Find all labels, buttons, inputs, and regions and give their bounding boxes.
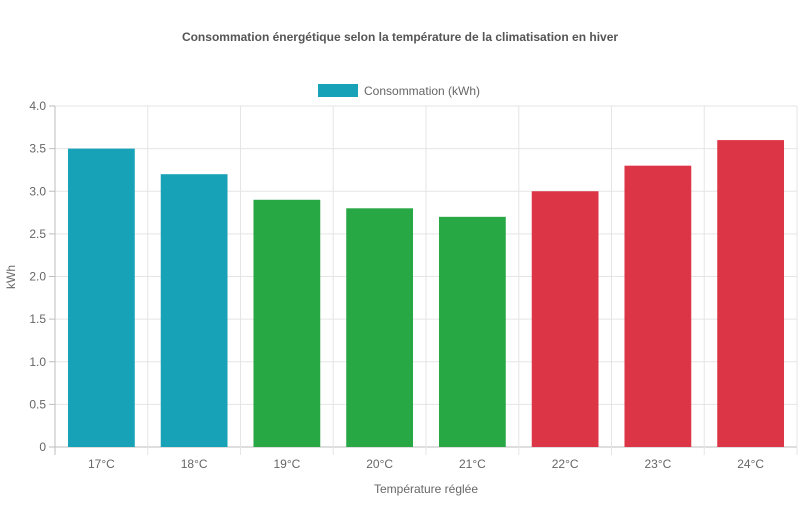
legend-swatch <box>318 84 358 97</box>
y-tick-label: 1.5 <box>29 312 46 326</box>
x-tick-label: 18°C <box>181 457 208 471</box>
y-tick-label: 1.0 <box>29 355 46 369</box>
y-tick-label: 2.5 <box>29 227 46 241</box>
bar[interactable] <box>67 148 135 447</box>
bar[interactable] <box>160 174 228 447</box>
bar[interactable] <box>346 208 414 447</box>
y-tick-label: 3.0 <box>29 184 46 198</box>
x-axis-ticks: 17°C 18°C 19°C 20°C 21°C 22°C 23°C 24°C <box>88 457 764 471</box>
legend-label: Consommation (kWh) <box>364 84 480 98</box>
x-tick-label: 24°C <box>737 457 764 471</box>
bars <box>67 140 785 448</box>
x-axis-label: Température réglée <box>374 482 478 496</box>
y-axis-label: kWh <box>4 265 18 289</box>
bar[interactable] <box>717 140 785 447</box>
legend[interactable]: Consommation (kWh) <box>318 84 480 98</box>
bar[interactable] <box>438 216 506 447</box>
chart-title: Consommation énergétique selon la tempér… <box>182 30 618 44</box>
bar[interactable] <box>624 165 692 448</box>
x-tick-label: 20°C <box>366 457 393 471</box>
y-tick-label: 3.5 <box>29 142 46 156</box>
x-tick-label: 19°C <box>273 457 300 471</box>
x-tick-label: 21°C <box>459 457 486 471</box>
x-tick-label: 22°C <box>552 457 579 471</box>
y-tick-label: 0 <box>39 440 46 454</box>
bar[interactable] <box>253 199 321 447</box>
y-axis-ticks: 0 0.5 1.0 1.5 2.0 2.5 3.0 3.5 4.0 <box>29 99 46 454</box>
x-tick-label: 23°C <box>644 457 671 471</box>
y-tick-label: 0.5 <box>29 397 46 411</box>
bar[interactable] <box>531 191 599 447</box>
y-tick-label: 4.0 <box>29 99 46 113</box>
x-tick-label: 17°C <box>88 457 115 471</box>
y-tick-label: 2.0 <box>29 270 46 284</box>
